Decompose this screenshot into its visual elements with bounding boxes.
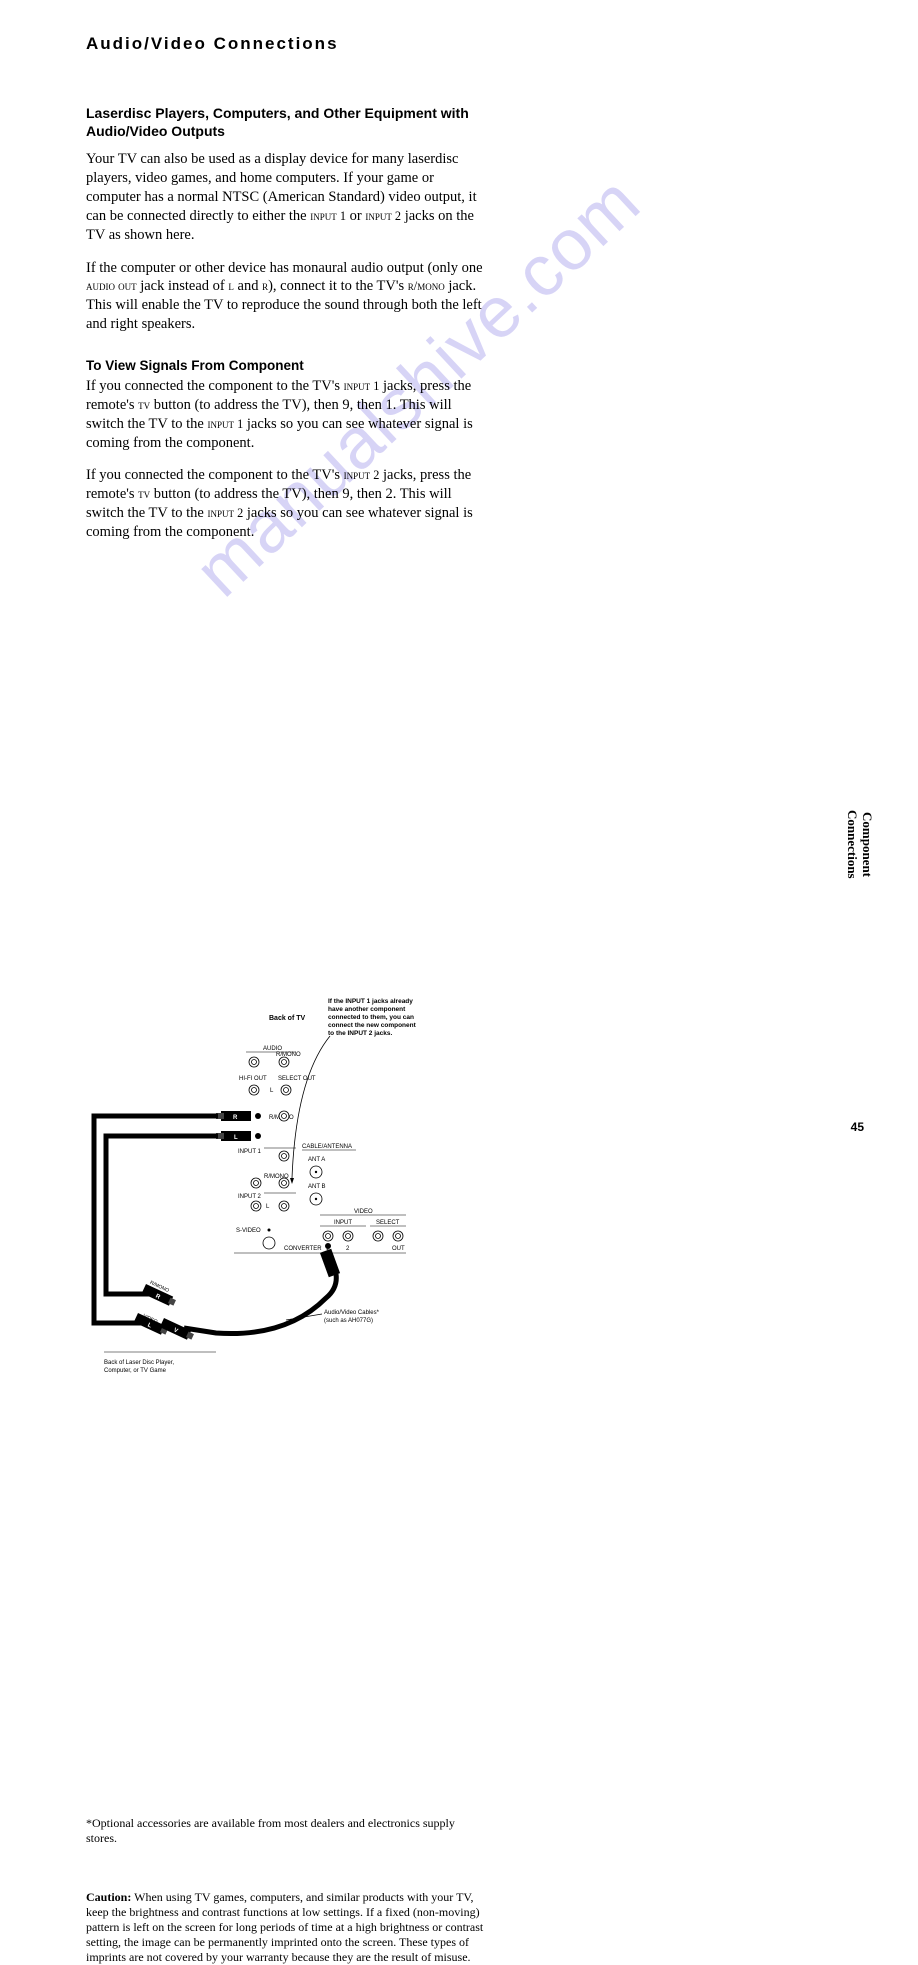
out-label: OUT [392,1246,405,1252]
side-tab: Component Connections [844,810,874,879]
text: jack instead of [137,278,229,294]
ant-b-label: ANT B [308,1184,326,1190]
plug-l: L [234,1135,238,1141]
section2-p2: If you connected the component to the TV… [86,466,486,541]
caution-paragraph: Caution: When using TV games, computers,… [86,1890,486,1965]
section1-heading: Laserdisc Players, Computers, and Other … [86,104,486,140]
side-tab-line2: Connections [845,810,860,879]
section2-heading: To View Signals From Component [86,358,486,373]
footnote: *Optional accessories are available from… [86,1816,486,1846]
diagram-note: connected to them, you can [328,1014,414,1021]
section1-p1: Your TV can also be used as a display de… [86,150,486,244]
ant-a-label: ANT A [308,1157,325,1163]
smallcaps: tv [138,487,150,501]
video-label: VIDEO [354,1209,373,1215]
back-of-device-label: Back of Laser Disc Player, [104,1360,174,1366]
converter-label: CONVERTER [284,1246,322,1252]
main-content: Laserdisc Players, Computers, and Other … [86,104,486,542]
caution-text: When using TV games, computers, and simi… [86,1890,483,1964]
smallcaps: input 2 [208,506,244,520]
diagram-note: to the INPUT 2 jacks. [328,1030,392,1037]
select-label: SELECT [376,1220,400,1226]
hifi-out-label: HI-FI OUT [239,1076,267,1082]
page-number: 45 [851,1120,864,1134]
l-label: L [270,1088,274,1094]
smallcaps: input 2 [344,468,380,482]
smallcaps: input 1 [310,209,346,223]
diagram-note: have another component [328,1006,406,1013]
smallcaps: input 1 [208,417,244,431]
back-of-tv-label: Back of TV [269,1015,306,1022]
back-of-device-label: Computer, or TV Game [104,1368,167,1374]
diagram-note: If the INPUT 1 jacks already [328,998,413,1005]
page-title: Audio/Video Connections [86,34,918,54]
two-label: 2 [346,1246,350,1252]
section2-p1: If you connected the component to the TV… [86,377,486,452]
av-cables-label: (such as AH077G) [324,1318,373,1324]
caution-label: Caution: [86,1890,131,1904]
smallcaps: input 1 [344,379,380,393]
av-cables-label: Audio/Video Cables* [324,1310,380,1316]
diagram-note: connect the new component [328,1022,417,1029]
smallcaps: tv [138,398,150,412]
side-tab-line1: Component [860,812,875,877]
text: If you connected the component to the TV… [86,467,344,483]
text: ), connect it to the TV's [268,278,408,294]
svideo-label: S-VIDEO [236,1228,261,1234]
l-label: L [266,1204,270,1210]
cable-antenna-label: CABLE/ANTENNA [302,1144,352,1150]
text: or [346,208,365,224]
text: If the computer or other device has mona… [86,260,483,276]
rmono-label: R/MONO [276,1052,301,1058]
select-out-label: SELECT OUT [278,1076,316,1082]
input-label: INPUT [334,1220,352,1226]
text: If you connected the component to the TV… [86,378,344,394]
smallcaps: input 2 [365,209,401,223]
input2-label: INPUT 2 [238,1194,262,1200]
text: and [234,278,262,294]
input1-label: INPUT 1 [238,1149,262,1155]
smallcaps: audio out [86,279,137,293]
section1-p2: If the computer or other device has mona… [86,259,486,334]
smallcaps: r/mono [408,279,445,293]
plug-r: R [233,1115,238,1121]
